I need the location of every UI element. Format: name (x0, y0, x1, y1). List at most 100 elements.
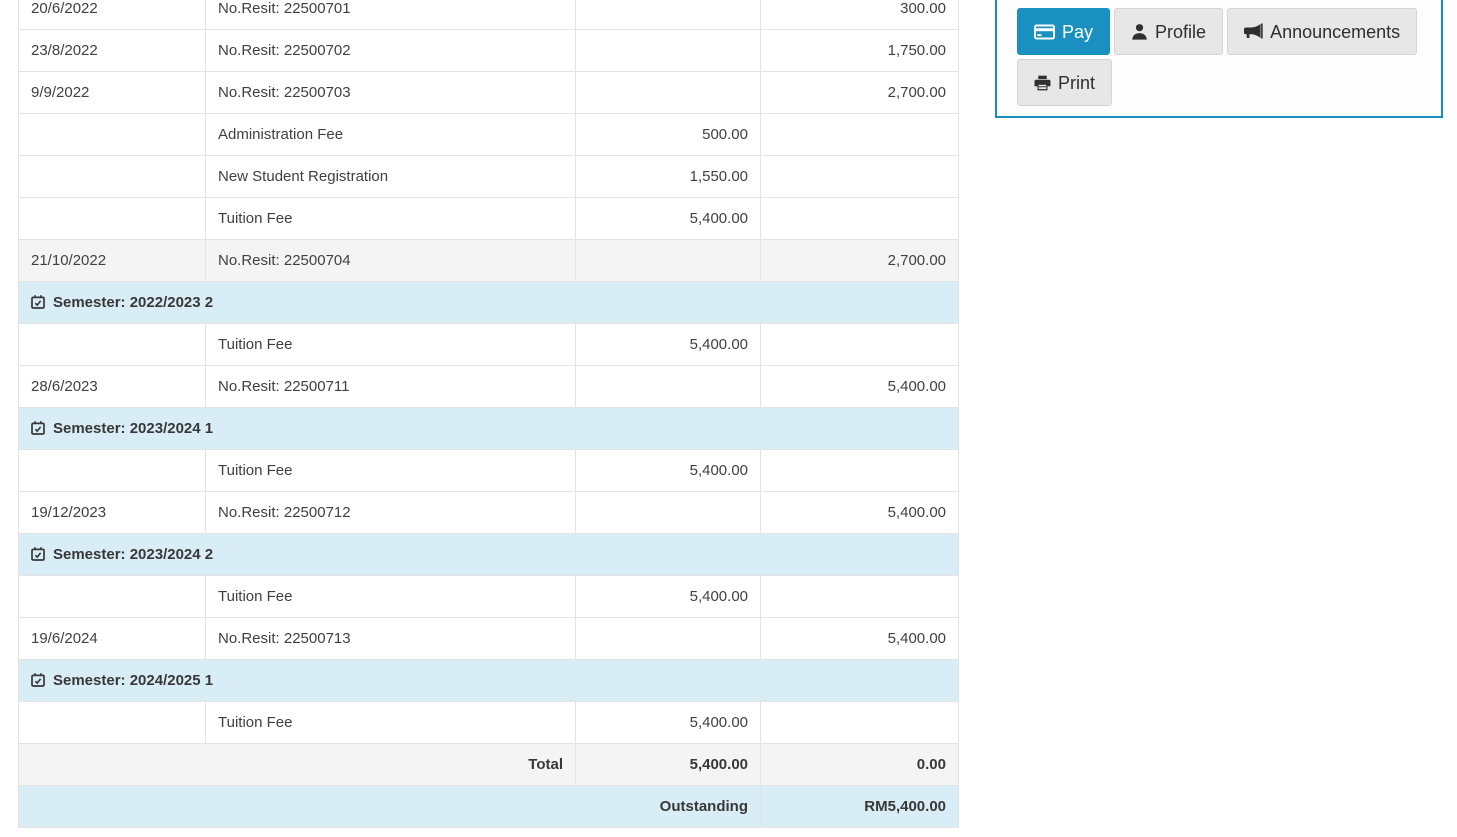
description-cell: No.Resit: 22500701 (205, 0, 576, 30)
date-cell (18, 449, 206, 492)
description-cell: Tuition Fee (205, 323, 576, 366)
payment-cell (760, 113, 959, 156)
outstanding-row: Outstanding RM5,400.00 (18, 785, 959, 828)
user-icon (1131, 23, 1148, 40)
fee-row: 28/6/2023 No.Resit: 22500711 5,400.00 (18, 365, 959, 408)
pay-button-label: Pay (1062, 21, 1094, 42)
payment-cell: 5,400.00 (760, 365, 959, 408)
printer-icon (1034, 75, 1051, 91)
fees-table-body: 20/6/2022 No.Resit: 22500701 300.00 23/8/20… (18, 0, 959, 828)
semester-label: Semester: 2023/2024 1 (53, 419, 214, 437)
payment-cell: 2,700.00 (760, 71, 959, 114)
date-cell: 19/12/2023 (18, 491, 206, 534)
announcements-button-label: Announcements (1270, 21, 1401, 42)
date-cell: 9/9/2022 (18, 71, 206, 114)
calendar-check-icon (31, 672, 45, 687)
date-cell (18, 155, 206, 198)
fee-row: 19/12/2023 No.Resit: 22500712 5,400.00 (18, 491, 959, 534)
date-cell (18, 701, 206, 744)
outstanding-amount: RM5,400.00 (760, 785, 959, 828)
fee-row: Tuition Fee 5,400.00 (18, 323, 959, 366)
total-paid-value: 0.00 (760, 743, 959, 786)
description-cell: Tuition Fee (205, 701, 576, 744)
actions-panel: Pay Profile Announceme (995, 0, 1443, 118)
date-cell: 19/6/2024 (18, 617, 206, 660)
charge-cell: 5,400.00 (575, 449, 761, 492)
fee-row: 21/10/2022 No.Resit: 22500704 2,700.00 (18, 239, 959, 282)
payment-cell: 5,400.00 (760, 617, 959, 660)
charge-cell: 5,400.00 (575, 575, 761, 618)
charge-cell (575, 29, 761, 72)
description-cell: Tuition Fee (205, 575, 576, 618)
payment-cell (760, 449, 959, 492)
description-cell: No.Resit: 22500713 (205, 617, 576, 660)
fee-row: Tuition Fee 5,400.00 (18, 575, 959, 618)
description-cell: No.Resit: 22500712 (205, 491, 576, 534)
semester-header-row: Semester: 2024/2025 1 (18, 659, 959, 702)
actions-row: Pay Profile Announceme (1017, 8, 1421, 106)
payment-cell (760, 323, 959, 366)
semester-label: Semester: 2022/2023 2 (53, 293, 214, 311)
charge-cell (575, 617, 761, 660)
fee-row: Tuition Fee 5,400.00 (18, 197, 959, 240)
date-cell (18, 323, 206, 366)
charge-cell: 5,400.00 (575, 197, 761, 240)
payment-cell: 1,750.00 (760, 29, 959, 72)
fee-row: 20/6/2022 No.Resit: 22500701 300.00 (18, 0, 959, 30)
charge-cell: 1,550.00 (575, 155, 761, 198)
date-cell (18, 575, 206, 618)
semester-label: Semester: 2024/2025 1 (53, 671, 214, 689)
date-cell (18, 197, 206, 240)
print-button[interactable]: Print (1017, 59, 1113, 106)
fees-table: 20/6/2022 No.Resit: 22500701 300.00 23/8/20… (18, 0, 959, 828)
payment-cell (760, 155, 959, 198)
fee-row: Tuition Fee 5,400.00 (18, 449, 959, 492)
description-cell: No.Resit: 22500711 (205, 365, 576, 408)
semester-cell: Semester: 2024/2025 1 (18, 659, 959, 702)
fee-row: 19/6/2024 No.Resit: 22500713 5,400.00 (18, 617, 959, 660)
date-cell: 23/8/2022 (18, 29, 206, 72)
profile-button[interactable]: Profile (1114, 8, 1224, 55)
payment-cell: 5,400.00 (760, 491, 959, 534)
semester-header-row: Semester: 2022/2023 2 (18, 281, 959, 324)
semester-cell: Semester: 2022/2023 2 (18, 281, 959, 324)
description-cell: Administration Fee (205, 113, 576, 156)
date-cell: 21/10/2022 (18, 239, 206, 282)
total-row: Total 5,400.00 0.00 (18, 743, 959, 786)
fees-table-container: 20/6/2022 No.Resit: 22500701 300.00 23/8/20… (18, 0, 959, 828)
fee-row: Administration Fee 500.00 (18, 113, 959, 156)
date-cell (18, 113, 206, 156)
semester-header-row: Semester: 2023/2024 2 (18, 533, 959, 576)
date-cell: 20/6/2022 (18, 0, 206, 30)
payment-cell: 300.00 (760, 0, 959, 30)
description-cell: No.Resit: 22500704 (205, 239, 576, 282)
payment-cell (760, 197, 959, 240)
calendar-check-icon (31, 294, 45, 309)
fee-row: 9/9/2022 No.Resit: 22500703 2,700.00 (18, 71, 959, 114)
description-cell: Tuition Fee (205, 197, 576, 240)
charge-cell (575, 71, 761, 114)
fee-row: New Student Registration 1,550.00 (18, 155, 959, 198)
semester-label: Semester: 2023/2024 2 (53, 545, 214, 563)
outstanding-label: Outstanding (18, 785, 761, 828)
credit-card-icon (1034, 24, 1055, 40)
print-button-label: Print (1058, 72, 1096, 93)
semester-cell: Semester: 2023/2024 1 (18, 407, 959, 450)
payment-cell (760, 575, 959, 618)
charge-cell (575, 0, 761, 30)
calendar-check-icon (31, 420, 45, 435)
semester-cell: Semester: 2023/2024 2 (18, 533, 959, 576)
charge-cell: 5,400.00 (575, 701, 761, 744)
charge-cell: 500.00 (575, 113, 761, 156)
bullhorn-icon (1244, 23, 1263, 40)
profile-button-label: Profile (1155, 21, 1207, 42)
announcements-button[interactable]: Announcements (1227, 8, 1418, 55)
charge-cell: 5,400.00 (575, 323, 761, 366)
description-cell: Tuition Fee (205, 449, 576, 492)
charge-cell (575, 491, 761, 534)
description-cell: New Student Registration (205, 155, 576, 198)
description-cell: No.Resit: 22500702 (205, 29, 576, 72)
pay-button[interactable]: Pay (1017, 8, 1111, 55)
semester-header-row: Semester: 2023/2024 1 (18, 407, 959, 450)
